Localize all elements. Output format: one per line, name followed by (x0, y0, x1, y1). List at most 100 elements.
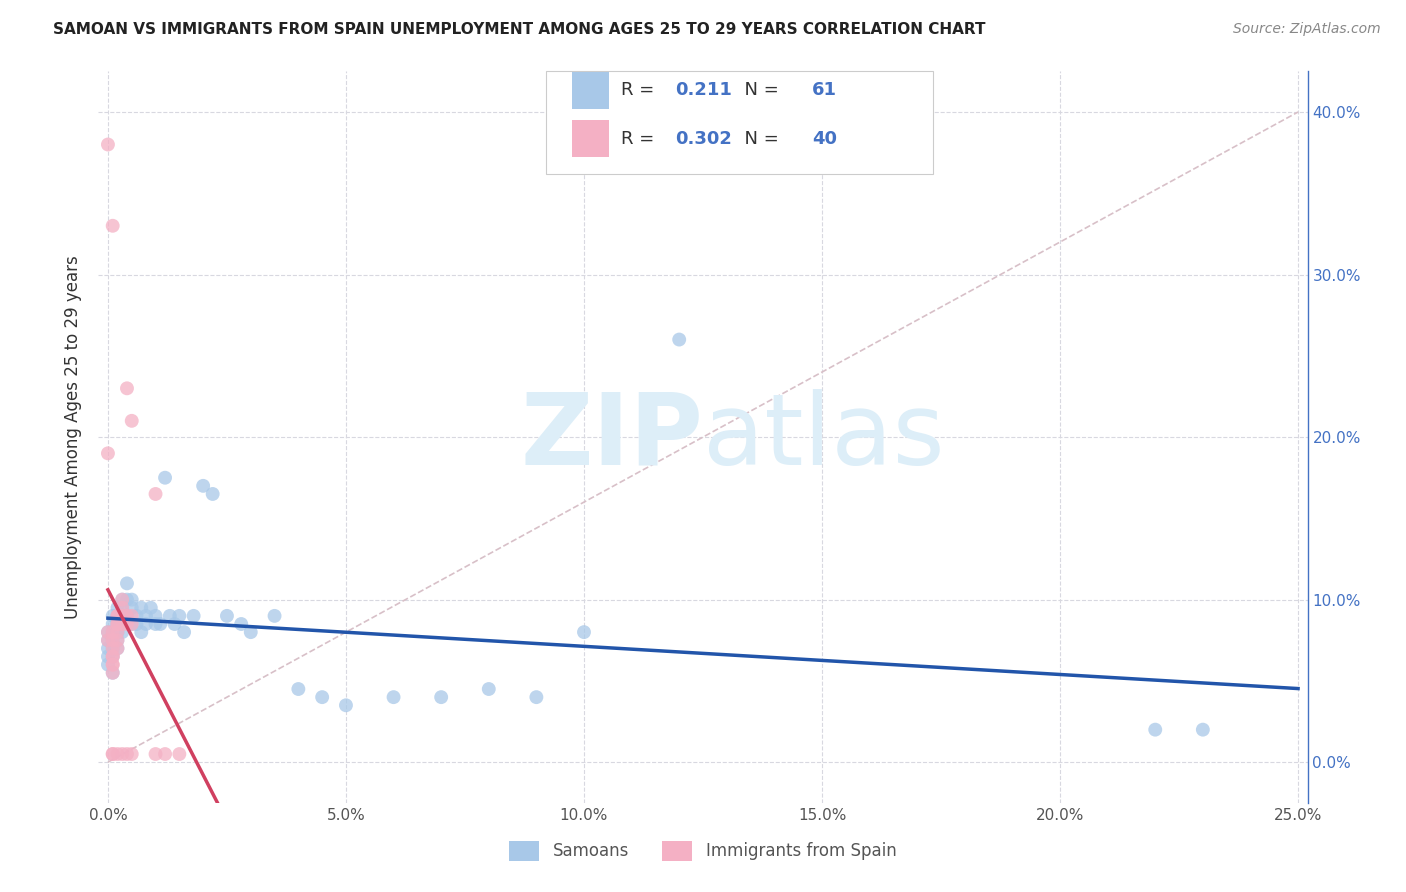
Point (101, 649, 124, 664)
Point (121, 600, 143, 615)
Legend: Samoans, Immigrants from Spain: Samoans, Immigrants from Spain (503, 834, 903, 868)
Point (107, 633, 129, 648)
Point (101, 649, 124, 664)
Point (101, 625, 124, 640)
Y-axis label: Unemployment Among Ages 25 to 29 years: Unemployment Among Ages 25 to 29 years (65, 255, 83, 619)
Point (107, 617, 129, 632)
Point (97, 657, 120, 672)
FancyBboxPatch shape (546, 71, 932, 174)
Point (115, 381, 138, 395)
Point (101, 747, 124, 761)
Point (111, 608, 134, 623)
Point (215, 608, 238, 623)
Point (191, 479, 214, 493)
Point (524, 690, 547, 705)
Text: Source: ZipAtlas.com: Source: ZipAtlas.com (1233, 22, 1381, 37)
Point (97, 446, 120, 460)
Point (97, 137, 120, 152)
Point (107, 617, 129, 632)
Text: 61: 61 (811, 81, 837, 99)
Point (263, 608, 285, 623)
Point (101, 633, 124, 648)
Point (239, 625, 262, 640)
Point (101, 665, 124, 680)
Point (107, 608, 129, 623)
Point (107, 747, 129, 761)
Point (101, 649, 124, 664)
Point (107, 600, 129, 615)
Point (115, 592, 138, 607)
Point (135, 608, 157, 623)
Text: N =: N = (734, 129, 785, 148)
Point (231, 617, 253, 632)
Text: N =: N = (734, 81, 785, 99)
Point (97, 649, 120, 664)
Point (101, 617, 124, 632)
Point (97, 633, 120, 648)
Point (107, 633, 129, 648)
Point (572, 625, 595, 640)
Point (125, 608, 148, 623)
Point (121, 617, 143, 632)
Point (169, 747, 191, 761)
Text: ZIP: ZIP (520, 389, 703, 485)
Point (129, 600, 152, 615)
Point (97, 641, 120, 656)
Point (145, 608, 167, 623)
Point (115, 617, 138, 632)
Point (101, 747, 124, 761)
Point (145, 487, 167, 501)
Point (107, 641, 129, 656)
Point (107, 608, 129, 623)
Point (163, 617, 186, 632)
Point (111, 600, 134, 615)
Point (121, 414, 143, 428)
Point (335, 698, 357, 713)
Point (111, 747, 134, 761)
Text: R =: R = (621, 81, 659, 99)
Point (135, 617, 157, 632)
Text: 40: 40 (811, 129, 837, 148)
Point (101, 657, 124, 672)
Point (97, 625, 120, 640)
Text: R =: R = (621, 129, 659, 148)
Text: 0.211: 0.211 (675, 81, 733, 99)
Point (101, 641, 124, 656)
Point (478, 681, 501, 696)
Point (125, 617, 148, 632)
Point (183, 608, 205, 623)
Point (121, 608, 143, 623)
Point (111, 592, 134, 607)
Point (101, 665, 124, 680)
Point (111, 625, 134, 640)
Point (1144, 723, 1167, 737)
Point (173, 625, 195, 640)
Point (382, 690, 405, 705)
Point (668, 333, 690, 347)
Point (111, 608, 134, 623)
Point (145, 747, 167, 761)
Point (287, 681, 309, 696)
Point (121, 747, 143, 761)
Point (115, 608, 138, 623)
Point (111, 600, 134, 615)
Point (101, 625, 124, 640)
Point (97, 633, 120, 648)
Point (115, 747, 138, 761)
Point (430, 690, 453, 705)
Text: SAMOAN VS IMMIGRANTS FROM SPAIN UNEMPLOYMENT AMONG AGES 25 TO 29 YEARS CORRELATI: SAMOAN VS IMMIGRANTS FROM SPAIN UNEMPLOY… (53, 22, 986, 37)
Text: atlas: atlas (703, 389, 945, 485)
Point (121, 592, 143, 607)
Point (201, 487, 224, 501)
Point (1192, 723, 1215, 737)
FancyBboxPatch shape (572, 120, 609, 157)
Point (101, 219, 124, 233)
Point (121, 617, 143, 632)
Point (107, 625, 129, 640)
Text: 0.302: 0.302 (675, 129, 733, 148)
Point (311, 690, 333, 705)
Point (97, 625, 120, 640)
Point (115, 608, 138, 623)
Point (153, 747, 176, 761)
Point (101, 608, 124, 623)
